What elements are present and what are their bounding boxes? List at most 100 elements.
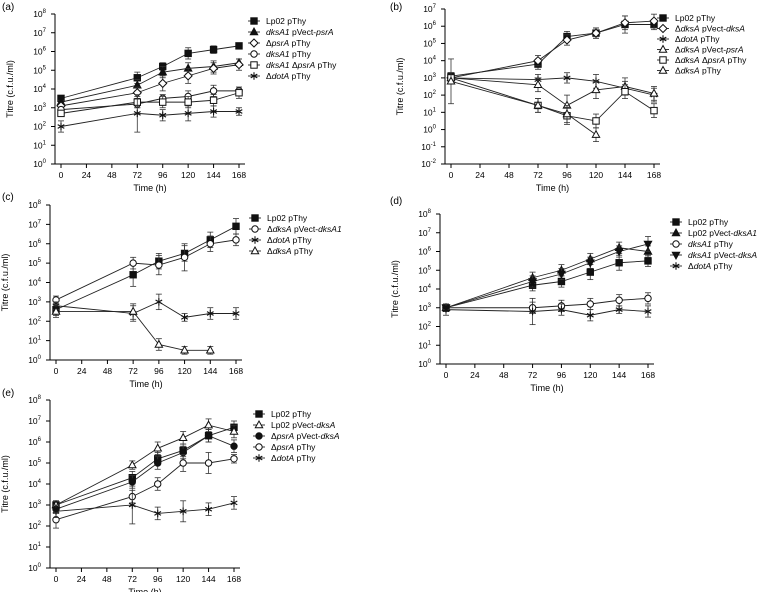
- legend-text-part: dotA: [694, 261, 712, 271]
- legend-text-part: dksA1: [688, 250, 712, 260]
- y-tick-exponent: 5: [38, 458, 42, 464]
- y-tick-exponent: 4: [428, 284, 432, 290]
- y-tick-label: 103: [28, 500, 41, 510]
- y-tick-label: 106: [423, 21, 436, 31]
- x-tick-label: 96: [158, 170, 168, 180]
- y-tick-base: 10: [418, 303, 428, 313]
- y-tick-exponent: 6: [433, 21, 437, 27]
- legend-text-part: dksA: [726, 24, 745, 34]
- y-tick-base: 10: [33, 159, 43, 169]
- series-line: [60, 90, 239, 111]
- x-tick-label: 24: [470, 370, 480, 380]
- data-point: [181, 313, 189, 322]
- data-point: [591, 129, 601, 138]
- legend-marker: [250, 245, 260, 255]
- series-line: [55, 426, 235, 506]
- y-tick-base: 10: [33, 65, 43, 75]
- legend-text-part: Δ: [267, 224, 273, 234]
- legend-marker: [251, 225, 259, 233]
- x-tick-label: 144: [618, 170, 632, 180]
- legend-entry: ΔdksA pVect-dksA: [657, 24, 745, 34]
- data-point: [183, 71, 193, 81]
- data-point: [230, 499, 238, 507]
- data-point: [528, 278, 538, 287]
- x-tick-label: 0: [449, 170, 454, 180]
- y-tick-label: 101: [33, 140, 46, 150]
- data-point: [129, 259, 137, 267]
- y-tick-exponent: 4: [38, 479, 42, 485]
- legend-marker: [255, 454, 263, 462]
- legend-entry: Lp02 pVect-dksA: [253, 419, 336, 430]
- y-tick-exponent: 1: [433, 107, 437, 113]
- legend-text-part: Δ: [675, 34, 681, 44]
- y-tick-label: 100: [418, 359, 431, 369]
- data-point: [529, 307, 537, 316]
- y-tick-label: 106: [33, 47, 46, 57]
- data-point: [585, 259, 595, 268]
- y-tick-base: 10: [33, 9, 43, 19]
- y-tick-exponent: 5: [43, 65, 47, 71]
- y-tick-base: 10: [28, 563, 38, 573]
- y-tick-label: 105: [418, 265, 431, 275]
- data-point: [206, 240, 214, 248]
- x-tick-label: 96: [153, 574, 163, 584]
- legend-label: ΔpsrA pThy: [266, 38, 311, 48]
- y-tick-exponent: 2: [428, 322, 432, 328]
- y-tick-label: 107: [418, 228, 431, 238]
- series-3: [52, 293, 240, 322]
- series-line: [60, 111, 239, 127]
- data-point: [159, 98, 167, 106]
- data-point: [592, 117, 600, 125]
- legend-text-part: pVect-: [700, 24, 727, 34]
- y-tick-exponent: 2: [38, 316, 42, 322]
- y-tick-label: 100: [33, 159, 46, 169]
- y-tick-label: 104: [28, 479, 41, 489]
- legend-marker: [659, 14, 667, 22]
- x-tick-label: 168: [229, 366, 243, 376]
- series-4: [441, 236, 653, 313]
- legend-label: Lp02 pVect-dksA1: [688, 228, 757, 238]
- x-tick-label: 120: [181, 170, 195, 180]
- y-tick-exponent: 3: [38, 297, 42, 303]
- legend-text-part: Δ: [271, 442, 277, 452]
- data-point: [562, 109, 572, 118]
- y-tick-exponent: 5: [38, 258, 42, 264]
- y-tick-label: 101: [28, 542, 41, 552]
- legend-marker: [672, 218, 680, 226]
- data-point: [235, 42, 243, 50]
- data-point: [644, 294, 652, 303]
- panel-label: (e): [2, 388, 14, 399]
- data-point: [620, 18, 630, 28]
- x-tick-label: 24: [475, 170, 485, 180]
- y-tick-label: 105: [33, 65, 46, 75]
- series-line: [445, 243, 649, 309]
- data-point: [51, 306, 61, 315]
- legend-entry: ΔdksA pVect-dksA1: [249, 224, 342, 234]
- legend-marker: [672, 262, 680, 270]
- legend-text-part: dksA: [681, 55, 700, 65]
- y-tick-exponent: 5: [433, 38, 437, 44]
- y-tick-exponent: 0: [428, 359, 432, 365]
- legend-marker: [659, 56, 667, 64]
- legend-label: dksA1 pThy: [266, 49, 312, 59]
- legend-entry: dksA1 pThy: [670, 239, 734, 249]
- data-point: [586, 311, 594, 320]
- y-tick-base: 10: [28, 200, 38, 210]
- legend-text-part: psrA: [271, 38, 290, 48]
- legend-label: dksA1 ΔpsrA pThy: [266, 60, 337, 70]
- data-point: [621, 87, 629, 96]
- legend-text-part: Δ: [675, 24, 681, 34]
- legend-label: ΔpsrA pVect-dksA: [271, 431, 340, 441]
- series-line: [55, 424, 235, 506]
- y-tick-label: 10-2: [421, 159, 436, 169]
- y-tick-label: 101: [418, 340, 431, 350]
- data-point: [128, 478, 136, 486]
- y-tick-exponent: 7: [433, 4, 437, 10]
- y-tick-exponent: -1: [431, 142, 437, 148]
- series-line: [445, 260, 649, 309]
- series-line: [450, 77, 655, 122]
- legend-marker: [671, 251, 681, 261]
- legend-text-part: psrA: [315, 27, 334, 37]
- legend-text-part: Δ: [267, 246, 273, 256]
